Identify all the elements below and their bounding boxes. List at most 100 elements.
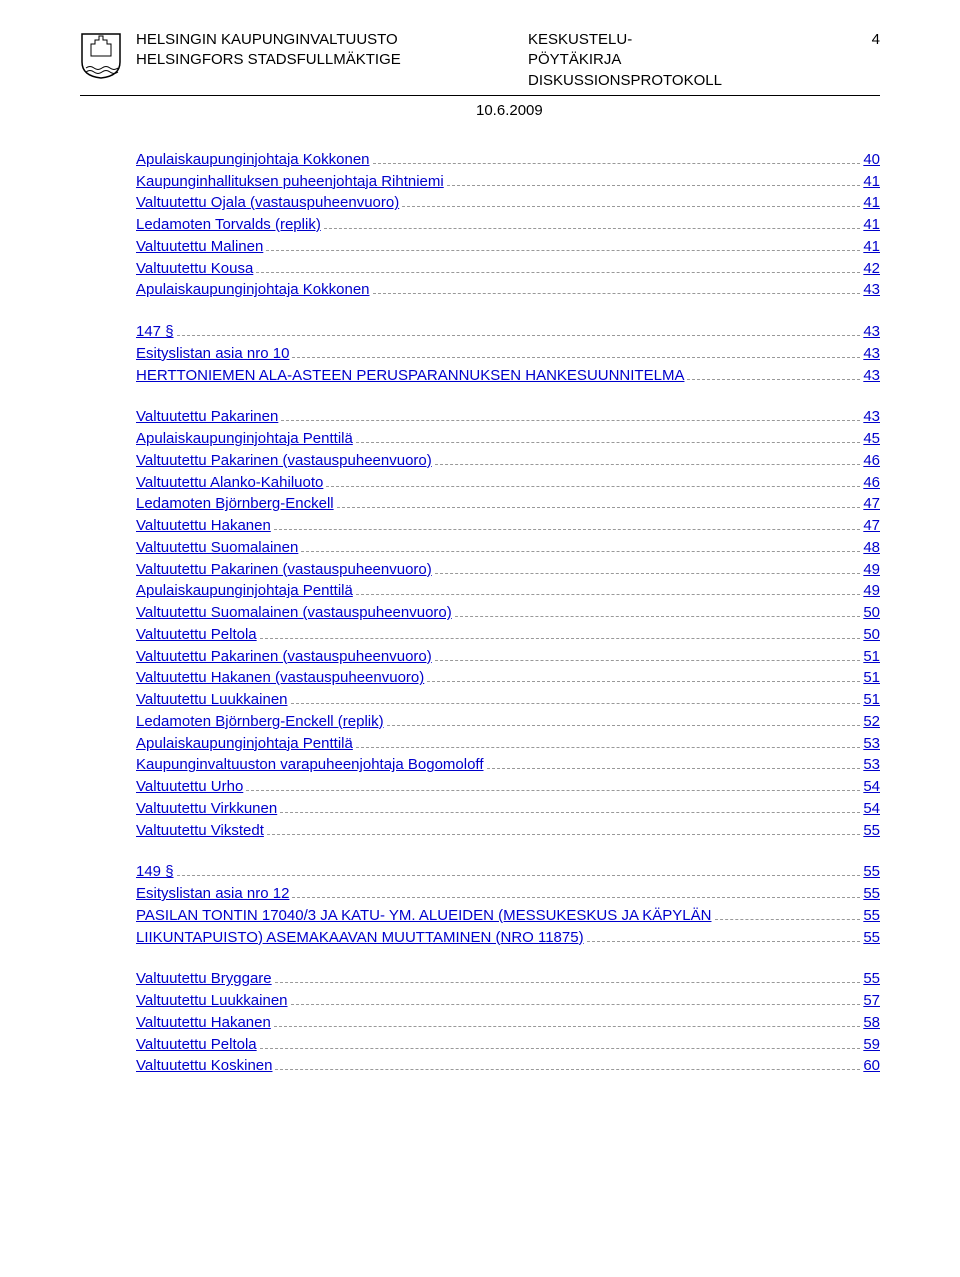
toc-entry-page[interactable]: 47 xyxy=(863,493,880,515)
toc-entry-label[interactable]: HERTTONIEMEN ALA-ASTEEN PERUSPARANNUKSEN… xyxy=(136,365,684,387)
toc-entry-page[interactable]: 50 xyxy=(863,602,880,624)
toc-entry-page[interactable]: 54 xyxy=(863,776,880,798)
toc-entry-page[interactable]: 45 xyxy=(863,428,880,450)
toc-entry-label[interactable]: Apulaiskaupunginjohtaja Kokkonen xyxy=(136,279,370,301)
toc-entry-page[interactable]: 53 xyxy=(863,754,880,776)
toc-entry-label[interactable]: LIIKUNTAPUISTO) ASEMAKAAVAN MUUTTAMINEN … xyxy=(136,927,584,949)
toc-entry-label[interactable]: Valtuutettu Urho xyxy=(136,776,243,798)
city-crest-icon xyxy=(80,32,122,80)
toc-entry-label[interactable]: Valtuutettu Hakanen xyxy=(136,1012,271,1034)
toc-leader xyxy=(292,357,860,358)
toc-entry: Valtuutettu Vikstedt 55 xyxy=(136,820,880,842)
toc-entry-page[interactable]: 55 xyxy=(863,861,880,883)
toc-entry-label[interactable]: Valtuutettu Pakarinen (vastauspuheenvuor… xyxy=(136,450,432,472)
toc-entry-label[interactable]: Valtuutettu Hakanen xyxy=(136,515,271,537)
toc-entry-page[interactable]: 51 xyxy=(863,689,880,711)
toc-entry-page[interactable]: 55 xyxy=(863,820,880,842)
toc-entry-label[interactable]: Valtuutettu Peltola xyxy=(136,624,257,646)
toc-entry-label[interactable]: 149 § xyxy=(136,861,174,883)
toc-entry-page[interactable]: 41 xyxy=(863,171,880,193)
toc-entry-label[interactable]: Valtuutettu Vikstedt xyxy=(136,820,264,842)
toc-entry-label[interactable]: Valtuutettu Peltola xyxy=(136,1034,257,1056)
toc-entry-label[interactable]: 147 § xyxy=(136,321,174,343)
toc-entry-page[interactable]: 41 xyxy=(863,192,880,214)
toc-leader xyxy=(274,1026,860,1027)
toc-entry-label[interactable]: Valtuutettu Malinen xyxy=(136,236,263,258)
toc-entry-page[interactable]: 55 xyxy=(863,905,880,927)
header-page-number: 4 xyxy=(840,30,880,91)
toc-entry-label[interactable]: Valtuutettu Alanko-Kahiluoto xyxy=(136,472,323,494)
toc-entry-page[interactable]: 60 xyxy=(863,1055,880,1077)
toc-entry-label[interactable]: Ledamoten Björnberg-Enckell (replik) xyxy=(136,711,384,733)
toc-entry-page[interactable]: 57 xyxy=(863,990,880,1012)
header-columns: HELSINGIN KAUPUNGINVALTUUSTO HELSINGFORS… xyxy=(136,30,880,91)
toc-entry-page[interactable]: 46 xyxy=(863,450,880,472)
toc-entry-label[interactable]: Valtuutettu Suomalainen xyxy=(136,537,298,559)
toc-entry-label[interactable]: PASILAN TONTIN 17040/3 JA KATU- YM. ALUE… xyxy=(136,905,712,927)
toc-entry-page[interactable]: 51 xyxy=(863,646,880,668)
toc-entry-page[interactable]: 43 xyxy=(863,365,880,387)
toc-leader xyxy=(435,573,861,574)
toc-entry-label[interactable]: Valtuutettu Suomalainen (vastauspuheenvu… xyxy=(136,602,452,624)
toc-entry-page[interactable]: 48 xyxy=(863,537,880,559)
toc-entry-page[interactable]: 40 xyxy=(863,149,880,171)
toc-entry-label[interactable]: Valtuutettu Luukkainen xyxy=(136,689,288,711)
toc-entry-label[interactable]: Valtuutettu Pakarinen xyxy=(136,406,278,428)
toc-entry-page[interactable]: 46 xyxy=(863,472,880,494)
doc-type-line-1: KESKUSTELU- xyxy=(528,30,788,50)
toc-entry-page[interactable]: 53 xyxy=(863,733,880,755)
toc-entry-label[interactable]: Kaupunginhallituksen puheenjohtaja Rihtn… xyxy=(136,171,444,193)
toc-entry-label[interactable]: Kaupunginvaltuuston varapuheenjohtaja Bo… xyxy=(136,754,484,776)
toc-entry-page[interactable]: 55 xyxy=(863,927,880,949)
toc-leader xyxy=(435,464,861,465)
toc-entry-label[interactable]: Ledamoten Björnberg-Enckell xyxy=(136,493,334,515)
toc-entry-label[interactable]: Apulaiskaupunginjohtaja Kokkonen xyxy=(136,149,370,171)
toc-leader xyxy=(292,897,860,898)
toc-entry-label[interactable]: Apulaiskaupunginjohtaja Penttilä xyxy=(136,580,353,602)
toc-entry: Valtuutettu Suomalainen 48 xyxy=(136,537,880,559)
toc-entry-page[interactable]: 47 xyxy=(863,515,880,537)
toc-entry-page[interactable]: 43 xyxy=(863,279,880,301)
toc-entry: 149 § 55 xyxy=(136,861,880,883)
toc-entry-page[interactable]: 50 xyxy=(863,624,880,646)
toc-entry-label[interactable]: Valtuutettu Hakanen (vastauspuheenvuoro) xyxy=(136,667,424,689)
toc-entry-page[interactable]: 43 xyxy=(863,343,880,365)
toc-entry-label[interactable]: Ledamoten Torvalds (replik) xyxy=(136,214,321,236)
toc-entry-label[interactable]: Apulaiskaupunginjohtaja Penttilä xyxy=(136,428,353,450)
toc-entry-page[interactable]: 43 xyxy=(863,321,880,343)
toc-entry-label[interactable]: Valtuutettu Bryggare xyxy=(136,968,272,990)
toc-entry-page[interactable]: 49 xyxy=(863,580,880,602)
toc-entry-page[interactable]: 49 xyxy=(863,559,880,581)
toc-leader xyxy=(387,725,861,726)
toc-entry-label[interactable]: Valtuutettu Virkkunen xyxy=(136,798,277,820)
toc-entry-label[interactable]: Valtuutettu Luukkainen xyxy=(136,990,288,1012)
toc-entry-page[interactable]: 43 xyxy=(863,406,880,428)
toc-entry-page[interactable]: 58 xyxy=(863,1012,880,1034)
header-org: HELSINGIN KAUPUNGINVALTUUSTO HELSINGFORS… xyxy=(136,30,476,91)
toc-entry-page[interactable]: 55 xyxy=(863,883,880,905)
toc-entry-page[interactable]: 55 xyxy=(863,968,880,990)
toc-entry-label[interactable]: Valtuutettu Kousa xyxy=(136,258,253,280)
toc-leader xyxy=(487,768,861,769)
toc-entry: Valtuutettu Bryggare 55 xyxy=(136,968,880,990)
toc-entry-page[interactable]: 54 xyxy=(863,798,880,820)
toc-entry-label[interactable]: Valtuutettu Koskinen xyxy=(136,1055,272,1077)
toc-entry-label[interactable]: Valtuutettu Ojala (vastauspuheenvuoro) xyxy=(136,192,399,214)
toc-entry-page[interactable]: 42 xyxy=(863,258,880,280)
toc-entry-page[interactable]: 41 xyxy=(863,236,880,258)
toc-leader xyxy=(260,638,861,639)
toc-entry-label[interactable]: Apulaiskaupunginjohtaja Penttilä xyxy=(136,733,353,755)
toc-entry-page[interactable]: 41 xyxy=(863,214,880,236)
toc-entry: Valtuutettu Ojala (vastauspuheenvuoro) 41 xyxy=(136,192,880,214)
toc-entry-label[interactable]: Valtuutettu Pakarinen (vastauspuheenvuor… xyxy=(136,559,432,581)
toc-entry: Valtuutettu Hakanen 58 xyxy=(136,1012,880,1034)
toc-entry-page[interactable]: 51 xyxy=(863,667,880,689)
toc-leader xyxy=(356,747,860,748)
toc-entry-page[interactable]: 59 xyxy=(863,1034,880,1056)
toc-entry-label[interactable]: Valtuutettu Pakarinen (vastauspuheenvuor… xyxy=(136,646,432,668)
toc-entry-label[interactable]: Esityslistan asia nro 10 xyxy=(136,343,289,365)
toc-leader xyxy=(326,486,860,487)
toc-entry: Valtuutettu Hakanen (vastauspuheenvuoro)… xyxy=(136,667,880,689)
toc-entry-page[interactable]: 52 xyxy=(863,711,880,733)
toc-entry-label[interactable]: Esityslistan asia nro 12 xyxy=(136,883,289,905)
